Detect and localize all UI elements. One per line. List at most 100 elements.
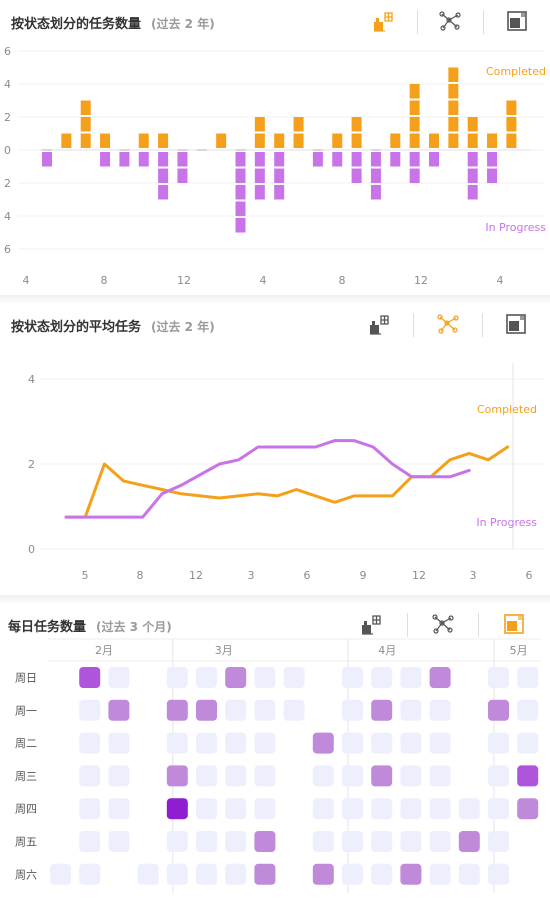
heatmap-cell[interactable]: [371, 863, 393, 885]
heatmap-cell[interactable]: [79, 798, 101, 820]
heatmap-cell[interactable]: [400, 831, 422, 852]
heatmap-cell[interactable]: [225, 667, 247, 688]
heatmap-cell[interactable]: [429, 863, 451, 885]
heatmap-cell[interactable]: [254, 699, 276, 721]
heatmap-cell[interactable]: [225, 765, 247, 787]
heatmap-cell[interactable]: [196, 732, 217, 754]
heatmap-cell[interactable]: [108, 699, 130, 721]
heatmap-cell[interactable]: [166, 765, 188, 787]
network-view-button[interactable]: [418, 609, 468, 639]
heatmap-cell[interactable]: [517, 798, 539, 820]
heatmap-cell[interactable]: [400, 732, 422, 754]
heatmap-cell[interactable]: [108, 831, 130, 852]
network-view-button[interactable]: [423, 309, 473, 339]
heatmap-cell[interactable]: [400, 765, 422, 787]
heatmap-cell[interactable]: [400, 863, 422, 885]
heatmap-cell[interactable]: [166, 798, 188, 820]
network-view-button[interactable]: [425, 6, 475, 36]
heatmap-cell[interactable]: [108, 732, 130, 754]
heatmap-cell[interactable]: [342, 831, 363, 852]
heatmap-cell[interactable]: [137, 863, 159, 885]
heatmap-cell[interactable]: [108, 798, 130, 820]
heatmap-cell[interactable]: [342, 798, 363, 820]
heatmap-cell[interactable]: [166, 699, 188, 721]
heatmap-cell[interactable]: [225, 831, 247, 852]
heatmap-cell[interactable]: [517, 732, 539, 754]
heatmap-cell[interactable]: [166, 831, 188, 852]
heatmap-cell[interactable]: [312, 798, 334, 820]
heatmap-cell[interactable]: [429, 765, 451, 787]
heatmap-cell[interactable]: [196, 831, 217, 852]
heatmap-cell[interactable]: [166, 863, 188, 885]
heatmap-cell[interactable]: [429, 699, 451, 721]
heatmap-cell[interactable]: [429, 667, 451, 688]
heatmap-cell[interactable]: [488, 765, 509, 787]
heatmap-cell[interactable]: [400, 798, 422, 820]
heatmap-cell[interactable]: [283, 699, 305, 721]
heatmap-cell[interactable]: [342, 765, 363, 787]
heatmap-cell[interactable]: [429, 732, 451, 754]
heatmap-cell[interactable]: [166, 667, 188, 688]
heatmap-view-button[interactable]: [489, 609, 539, 639]
heatmap-cell[interactable]: [166, 732, 188, 754]
heatmap-cell[interactable]: [400, 699, 422, 721]
bar-chart-view-button[interactable]: [346, 609, 396, 639]
heatmap-view-button[interactable]: [491, 309, 541, 339]
heatmap-cell[interactable]: [517, 699, 539, 721]
heatmap-cell[interactable]: [225, 798, 247, 820]
heatmap-cell[interactable]: [371, 699, 393, 721]
heatmap-cell[interactable]: [225, 863, 247, 885]
heatmap-cell[interactable]: [79, 667, 101, 688]
heatmap-cell[interactable]: [371, 798, 393, 820]
heatmap-cell[interactable]: [517, 667, 539, 688]
heatmap-cell[interactable]: [196, 863, 217, 885]
bar-chart-view-button[interactable]: [354, 309, 404, 339]
heatmap-cell[interactable]: [79, 765, 101, 787]
heatmap-cell[interactable]: [342, 699, 363, 721]
heatmap-cell[interactable]: [312, 863, 334, 885]
heatmap-cell[interactable]: [196, 798, 217, 820]
heatmap-cell[interactable]: [254, 863, 276, 885]
heatmap-cell[interactable]: [79, 831, 101, 852]
heatmap-cell[interactable]: [517, 765, 539, 787]
heatmap-cell[interactable]: [254, 798, 276, 820]
heatmap-cell[interactable]: [342, 863, 363, 885]
heatmap-cell[interactable]: [312, 831, 334, 852]
heatmap-cell[interactable]: [488, 732, 509, 754]
heatmap-cell[interactable]: [371, 732, 393, 754]
heatmap-cell[interactable]: [108, 667, 130, 688]
bar-chart-view-button[interactable]: [358, 6, 408, 36]
heatmap-cell[interactable]: [488, 863, 509, 885]
heatmap-cell[interactable]: [254, 831, 276, 852]
heatmap-cell[interactable]: [488, 699, 509, 721]
heatmap-cell[interactable]: [196, 667, 217, 688]
heatmap-cell[interactable]: [458, 863, 480, 885]
heatmap-cell[interactable]: [458, 798, 480, 820]
heatmap-cell[interactable]: [371, 667, 393, 688]
heatmap-cell[interactable]: [108, 765, 130, 787]
heatmap-cell[interactable]: [196, 699, 217, 721]
heatmap-cell[interactable]: [458, 831, 480, 852]
heatmap-cell[interactable]: [400, 667, 422, 688]
heatmap-cell[interactable]: [254, 765, 276, 787]
heatmap-cell[interactable]: [254, 732, 276, 754]
heatmap-cell[interactable]: [488, 667, 509, 688]
heatmap-cell[interactable]: [342, 732, 363, 754]
heatmap-cell[interactable]: [283, 667, 305, 688]
heatmap-cell[interactable]: [225, 732, 247, 754]
heatmap-cell[interactable]: [50, 863, 71, 885]
heatmap-cell[interactable]: [342, 667, 363, 688]
heatmap-cell[interactable]: [312, 765, 334, 787]
heatmap-cell[interactable]: [254, 667, 276, 688]
heatmap-cell[interactable]: [225, 699, 247, 721]
heatmap-cell[interactable]: [79, 732, 101, 754]
heatmap-cell[interactable]: [429, 798, 451, 820]
heatmap-cell[interactable]: [371, 765, 393, 787]
heatmap-view-button[interactable]: [492, 6, 542, 36]
heatmap-cell[interactable]: [488, 831, 509, 852]
heatmap-cell[interactable]: [79, 863, 101, 885]
heatmap-cell[interactable]: [371, 831, 393, 852]
heatmap-cell[interactable]: [488, 798, 509, 820]
heatmap-cell[interactable]: [312, 732, 334, 754]
heatmap-cell[interactable]: [79, 699, 101, 721]
